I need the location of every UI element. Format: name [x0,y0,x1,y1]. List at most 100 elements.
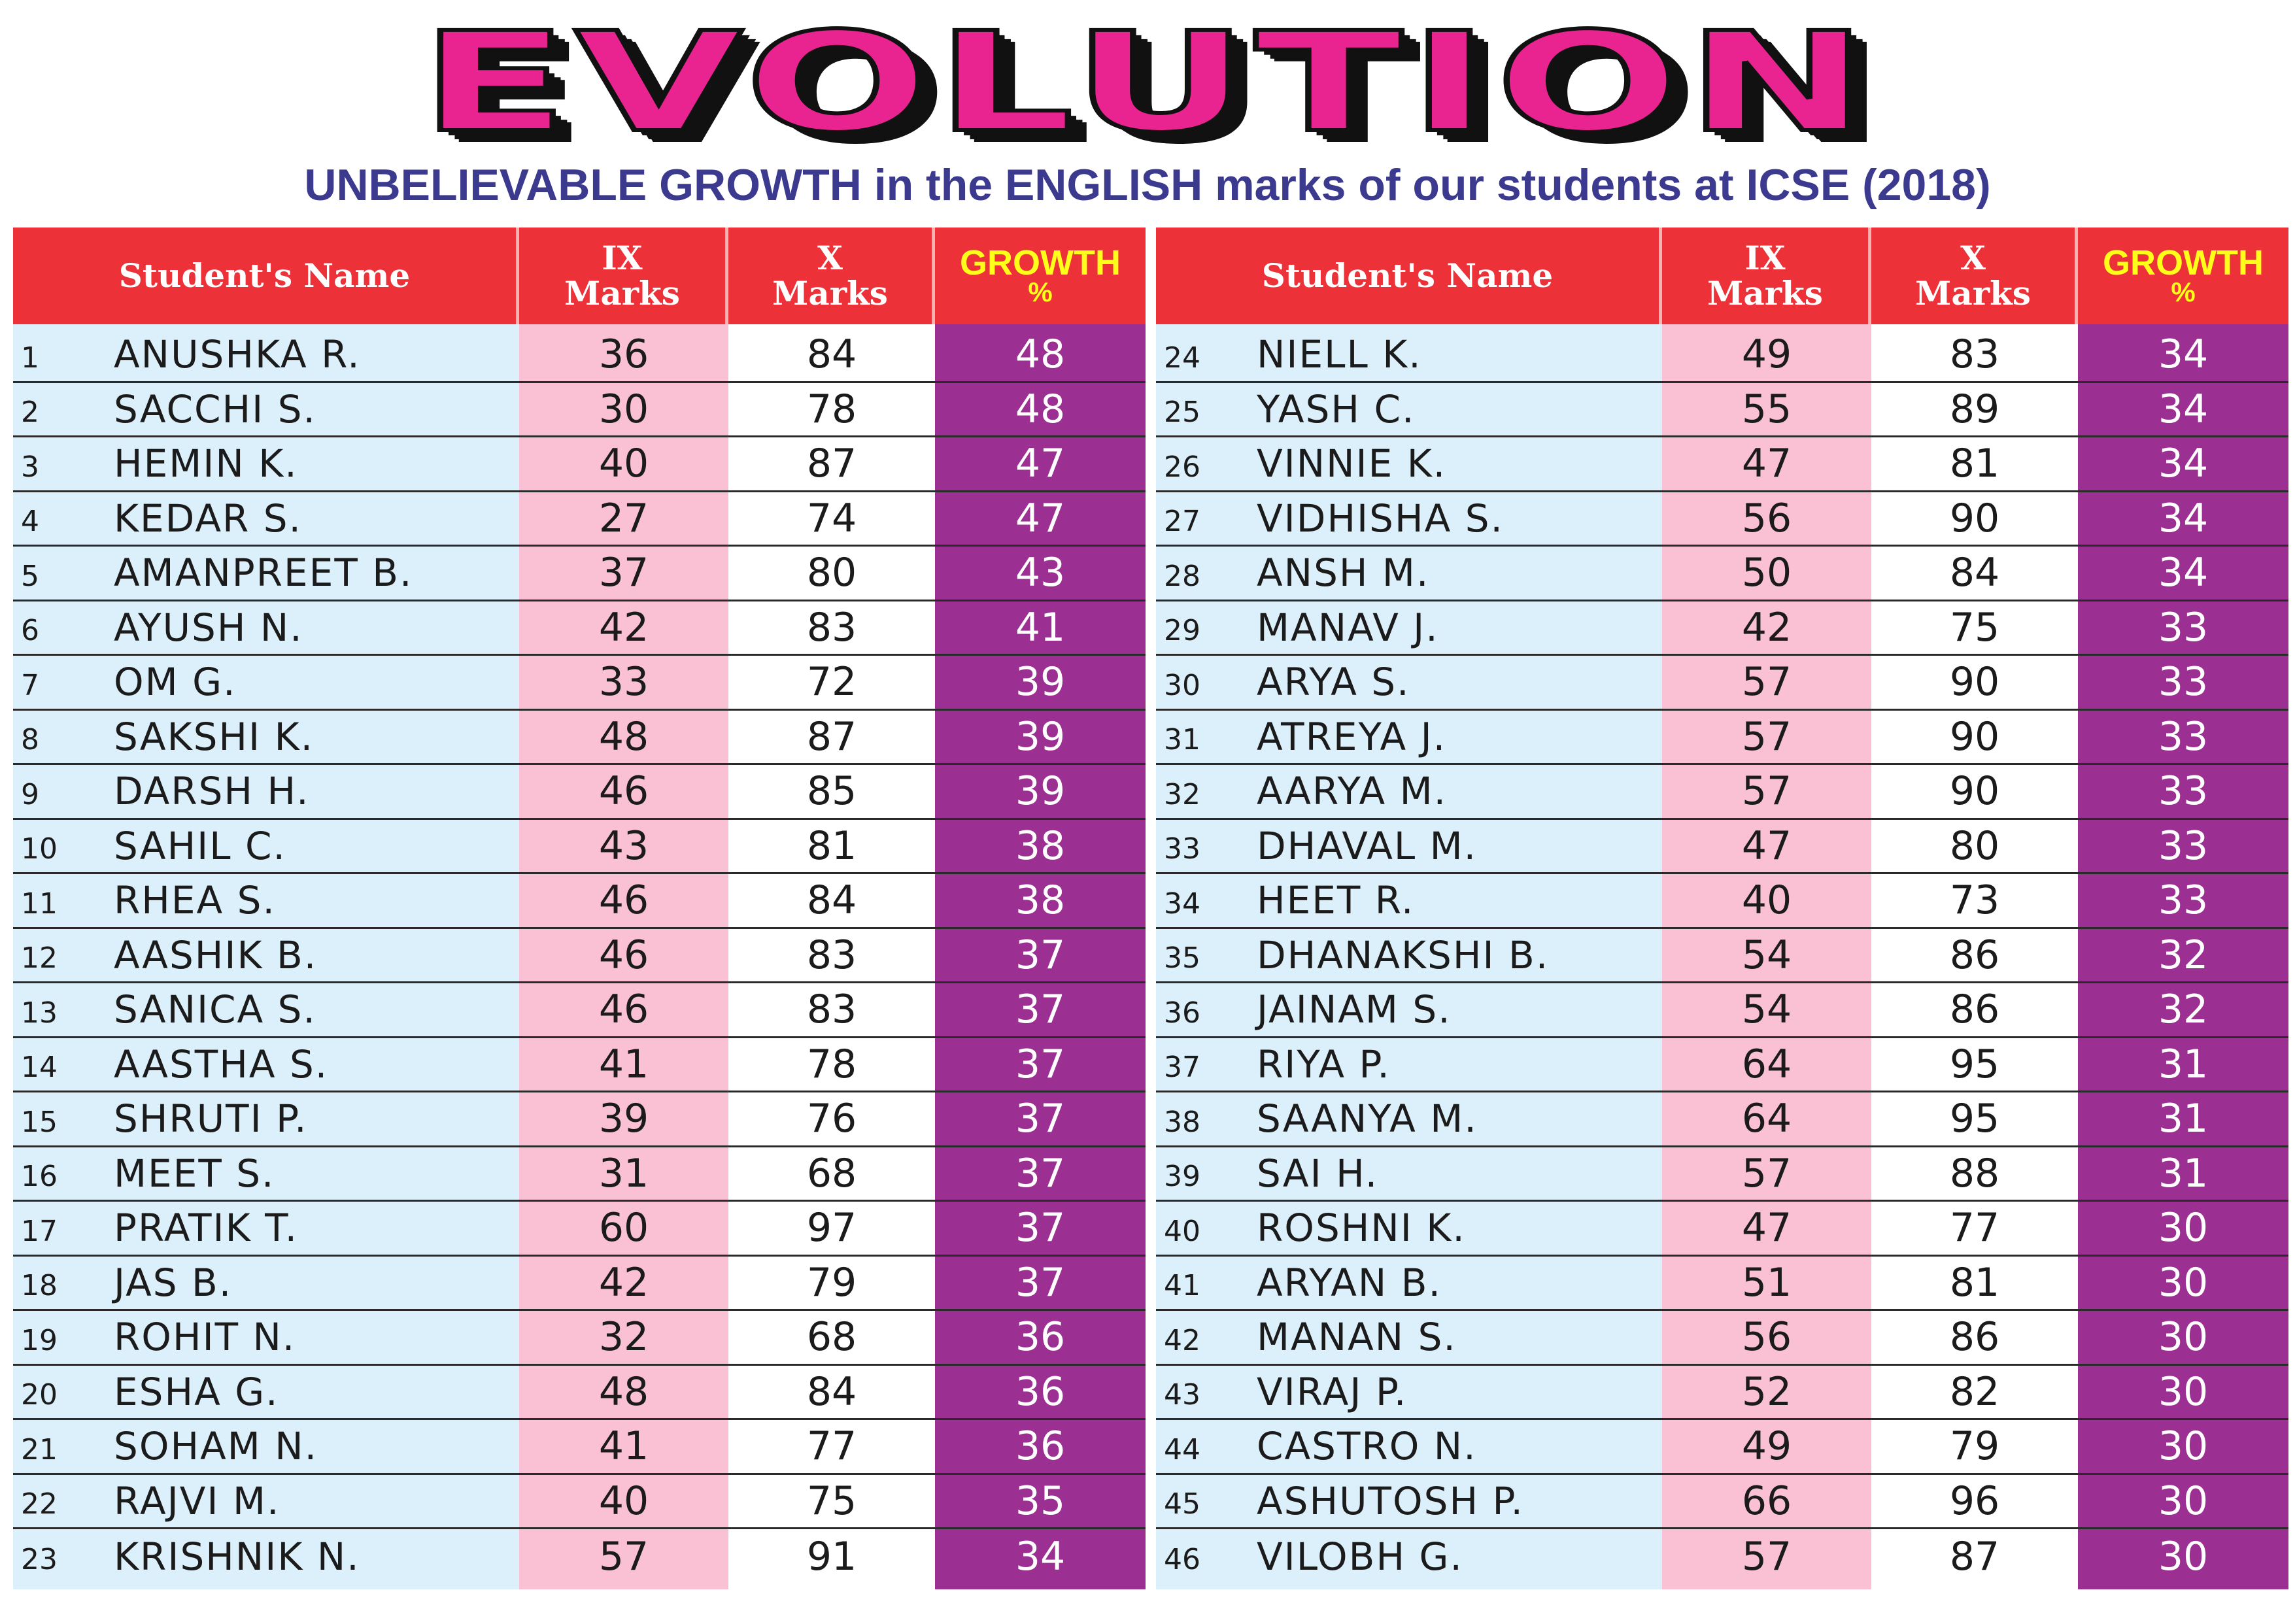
ix-marks-cell: 50 [1662,547,1871,600]
ix-marks-cell: 47 [1662,1202,1871,1255]
x-marks-cell: 72 [728,656,935,709]
student-cell: 27 VIDHISHA S. [1156,492,1662,545]
student-cell: 13 SANICA S. [13,983,519,1036]
x-marks-cell: 81 [1871,1256,2078,1309]
student-cell: 20 ESHA G. [13,1365,519,1418]
growth-cell: 33 [2078,710,2288,763]
ix-marks-cell: 57 [1662,656,1871,709]
row-number: 29 [1164,614,1200,648]
ix-marks-cell: 33 [519,656,728,709]
row-number: 37 [1164,1051,1200,1085]
ix-marks-cell: 36 [519,328,728,381]
row-number: 36 [1164,996,1200,1030]
student-name: OM G. [114,660,237,705]
header-x-marks: X Marks [728,228,935,324]
table-row: 22 RAJVI M. 40 75 35 [13,1474,1146,1529]
student-name: ANUSHKA R. [114,332,361,377]
title-banner: EVOLUTION [0,3,2295,163]
table-row: 5 AMANPREET B. 37 80 43 [13,547,1146,601]
student-name: JAINAM S. [1257,987,1452,1032]
student-name: AYUSH N. [114,605,303,650]
x-marks-cell: 75 [728,1474,935,1527]
table-row: 10 SAHIL C. 43 81 38 [13,819,1146,874]
table-row: 42 MANAN S. 56 86 30 [1156,1311,2288,1366]
student-name: AMANPREET B. [114,550,413,596]
row-number: 22 [21,1487,58,1521]
header-ix-line1: IX [602,239,643,277]
x-marks-cell: 86 [1871,983,2078,1036]
row-number: 20 [21,1378,58,1412]
student-name: ARYA S. [1257,660,1410,705]
student-name: DHAVAL M. [1257,823,1478,868]
x-marks-cell: 91 [728,1529,935,1584]
x-marks-cell: 88 [1871,1147,2078,1200]
student-cell: 12 AASHIK B. [13,928,519,981]
growth-cell: 30 [2078,1311,2288,1364]
table-row: 20 ESHA G. 48 84 36 [13,1365,1146,1420]
table-row: 27 VIDHISHA S. 56 90 34 [1156,492,2288,547]
student-name: HEMIN K. [114,441,298,486]
table-row: 31 ATREYA J. 57 90 33 [1156,710,2288,765]
ix-marks-cell: 56 [1662,1311,1871,1364]
row-number: 46 [1164,1543,1200,1577]
table-row: 24 NIELL K. 49 83 34 [1156,328,2288,383]
table-row: 28 ANSH M. 50 84 34 [1156,547,2288,601]
row-number: 41 [1164,1269,1200,1303]
table-row: 4 KEDAR S. 27 74 47 [13,492,1146,547]
table-row: 14 AASTHA S. 41 78 37 [13,1038,1146,1092]
table-row: 9 DARSH H. 46 85 39 [13,765,1146,820]
student-name: VIRAJ P. [1257,1369,1408,1414]
student-cell: 4 KEDAR S. [13,492,519,545]
student-cell: 10 SAHIL C. [13,819,519,872]
row-number: 38 [1164,1105,1200,1139]
row-number: 21 [21,1432,58,1466]
row-number: 12 [21,941,58,975]
row-number: 31 [1164,723,1200,757]
growth-cell: 48 [935,328,1146,381]
header-ix-marks: IX Marks [1662,228,1871,324]
student-cell: 40 ROSHNI K. [1156,1202,1662,1255]
student-name: KRISHNIK N. [114,1534,360,1579]
student-cell: 35 DHANAKSHI B. [1156,928,1662,981]
results-table-right: Student's Name IX Marks X Marks GROWTH %… [1156,228,2288,1589]
table-row: 21 SOHAM N. 41 77 36 [13,1420,1146,1475]
student-name: MANAN S. [1257,1315,1457,1360]
ix-marks-cell: 41 [519,1038,728,1091]
table-row: 19 ROHIT N. 32 68 36 [13,1311,1146,1366]
page-subtitle: UNBELIEVABLE GROWTH in the ENGLISH marks… [304,160,1991,210]
x-marks-cell: 90 [1871,765,2078,818]
x-marks-cell: 87 [728,437,935,490]
x-marks-cell: 83 [728,928,935,981]
ix-marks-cell: 40 [519,1474,728,1527]
student-name: RIYA P. [1257,1041,1391,1087]
student-cell: 41 ARYAN B. [1156,1256,1662,1309]
x-marks-cell: 85 [728,765,935,818]
page-title: EVOLUTION [417,3,1875,163]
student-cell: 25 YASH C. [1156,382,1662,435]
row-number: 26 [1164,450,1200,484]
ix-marks-cell: 54 [1662,928,1871,981]
student-cell: 46 VILOBH G. [1156,1529,1662,1584]
ix-marks-cell: 43 [519,819,728,872]
ix-marks-cell: 46 [519,765,728,818]
header-growth-line1: GROWTH [960,243,1121,282]
ix-marks-cell: 31 [519,1147,728,1200]
x-marks-cell: 83 [1871,328,2078,381]
ix-marks-cell: 57 [1662,710,1871,763]
x-marks-cell: 73 [1871,874,2078,927]
ix-marks-cell: 46 [519,983,728,1036]
growth-cell: 35 [935,1474,1146,1527]
student-name: ATREYA J. [1257,714,1447,759]
table-row: 35 DHANAKSHI B. 54 86 32 [1156,928,2288,983]
x-marks-cell: 74 [728,492,935,545]
growth-cell: 37 [935,983,1146,1036]
student-cell: 42 MANAN S. [1156,1311,1662,1364]
student-name: VILOBH G. [1257,1534,1463,1579]
student-name: MEET S. [114,1151,275,1196]
table-row: 25 YASH C. 55 89 34 [1156,382,2288,437]
ix-marks-cell: 39 [519,1092,728,1145]
row-number: 3 [21,450,39,484]
student-name: SOHAM N. [114,1424,318,1469]
student-cell: 24 NIELL K. [1156,328,1662,381]
x-marks-cell: 87 [728,710,935,763]
